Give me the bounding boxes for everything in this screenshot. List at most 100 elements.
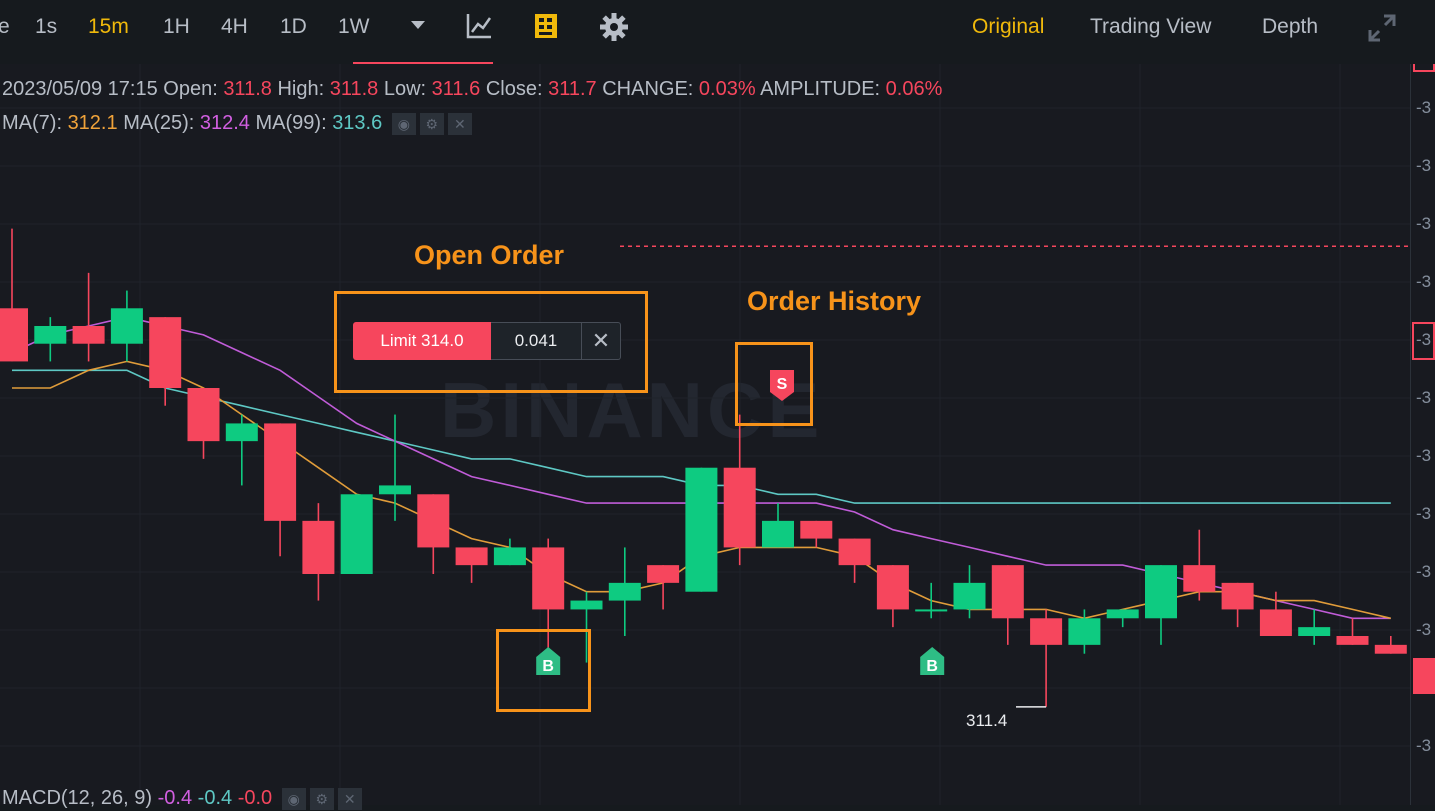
candle-body[interactable] (1374, 644, 1407, 654)
candle-body[interactable] (1336, 636, 1369, 645)
candle-body[interactable] (685, 467, 718, 592)
cancel-order-button[interactable]: ✕ (582, 322, 621, 360)
candle-body[interactable] (800, 520, 833, 539)
candle-body[interactable] (493, 547, 526, 566)
candle-body[interactable] (647, 565, 680, 583)
ohlc-high-label: High: (277, 78, 325, 100)
candle-body[interactable] (1259, 609, 1292, 636)
ohlc-change-label: CHANGE: (602, 78, 694, 100)
candle-body[interactable] (1221, 582, 1254, 610)
open-order-chip[interactable]: Limit 314.0 0.041 ✕ (353, 322, 621, 360)
candle-body[interactable] (149, 317, 182, 388)
candle-body[interactable] (1030, 618, 1063, 645)
axis-tick-label: -3 (1416, 446, 1432, 465)
gear-icon[interactable]: ⚙ (309, 787, 334, 810)
axis-tick-label: -3 (1416, 736, 1432, 755)
ohlc-datetime: 2023/05/09 17:15 (2, 78, 158, 100)
order-quantity[interactable]: 0.041 (491, 322, 582, 360)
candle-body[interactable] (340, 494, 373, 574)
eye-icon[interactable]: ◉ (281, 787, 306, 810)
candle-body[interactable] (532, 547, 565, 610)
view-trading-view[interactable]: Trading View (1090, 15, 1212, 38)
ma99-label: MA(99): (255, 112, 327, 134)
candle-body[interactable] (0, 308, 28, 362)
candle-body[interactable] (1183, 565, 1216, 592)
close-icon[interactable]: ✕ (447, 112, 472, 135)
macd-label: MACD(12, 26, 9) (2, 787, 153, 809)
candle-body[interactable] (1145, 565, 1177, 619)
buy-marker[interactable]: B (536, 647, 561, 675)
interval-15m[interactable]: 15m (88, 15, 129, 38)
candle-body[interactable] (379, 485, 411, 495)
axis-tick-label: -3 (1416, 330, 1432, 349)
last-price-tag (1413, 658, 1435, 694)
candle-body[interactable] (110, 308, 143, 344)
axis-top-tag (1413, 64, 1435, 72)
ohlc-high: 311.8 (329, 78, 379, 100)
candle-body[interactable] (225, 423, 258, 442)
candle-body[interactable] (915, 609, 948, 612)
candle-body[interactable] (1106, 609, 1139, 619)
candle-body[interactable] (608, 582, 641, 601)
ma25-value: 312.4 (199, 112, 250, 134)
ohlc-close: 311.7 (548, 78, 597, 100)
candle-body[interactable] (991, 565, 1024, 619)
candle-body[interactable] (264, 423, 297, 521)
highlight-open-order (334, 291, 648, 393)
chart-toolbar: e 1s 15m 1H 4H 1D 1W Original Trading Vi… (0, 0, 1435, 66)
axis-tick-label: -3 (1416, 98, 1432, 117)
interval-1h[interactable]: 1H (163, 15, 190, 38)
order-limit-price[interactable]: Limit 314.0 (353, 322, 491, 360)
sell-marker-label: S (777, 376, 788, 393)
ohlc-low: 311.6 (431, 78, 481, 100)
ohlc-low-label: Low: (383, 78, 427, 100)
ohlc-open: 311.8 (223, 78, 272, 100)
interval-1d[interactable]: 1D (280, 15, 307, 38)
chevron-down-icon[interactable] (409, 18, 427, 32)
candlestick-chart[interactable]: S B B (0, 0, 1410, 805)
close-icon[interactable]: ✕ (337, 787, 362, 810)
view-original[interactable]: Original (972, 15, 1045, 38)
candle-body[interactable] (187, 388, 220, 442)
gear-icon[interactable]: ⚙ (419, 112, 444, 135)
ohlc-amplitude-label: AMPLITUDE: (760, 78, 881, 100)
axis-tick-label: -3 (1416, 620, 1432, 639)
indicator-icon[interactable] (465, 12, 493, 40)
candle-body[interactable] (1068, 618, 1101, 645)
gear-icon[interactable] (599, 12, 629, 42)
annotation-order-history: Order History (747, 286, 922, 316)
candle-body[interactable] (953, 582, 986, 610)
axis-tick-label: -3 (1416, 388, 1432, 407)
buy-marker-label: B (542, 658, 554, 675)
ohlc-open-label: Open: (163, 78, 218, 100)
watermark-logo: BINANCE (440, 366, 824, 454)
candle-body[interactable] (762, 520, 794, 548)
interval-4h[interactable]: 4H (221, 15, 248, 38)
candle-body[interactable] (455, 547, 488, 566)
eye-icon[interactable]: ◉ (391, 112, 416, 135)
candle-body[interactable] (1298, 627, 1331, 636)
ohlc-info: 2023/05/09 17:15 Open: 311.8 High: 311.8… (2, 76, 942, 102)
ma-info: MA(7): 312.1 MA(25): 312.4 MA(99): 313.6… (2, 110, 472, 136)
candle-body[interactable] (723, 467, 756, 548)
interval-1s[interactable]: 1s (35, 15, 58, 38)
ma99-value: 313.6 (332, 112, 383, 134)
view-depth[interactable]: Depth (1262, 15, 1319, 38)
interval-1w[interactable]: 1W (338, 15, 370, 38)
candle-body[interactable] (876, 565, 909, 610)
layout-icon[interactable] (533, 12, 559, 40)
candle-body[interactable] (838, 538, 871, 566)
buy-marker[interactable]: B (920, 647, 945, 675)
sell-marker[interactable]: S (770, 370, 794, 401)
low-price-label: 311.4 (966, 711, 1008, 730)
fullscreen-icon[interactable] (1367, 13, 1397, 43)
interval-partial[interactable]: e (0, 15, 10, 38)
ma7-label: MA(7): (2, 112, 62, 134)
candle-body[interactable] (570, 600, 603, 610)
candle-body[interactable] (417, 494, 450, 548)
candle-body[interactable] (302, 520, 335, 574)
candle-body[interactable] (72, 326, 105, 344)
macd-value-2: -0.4 (197, 787, 233, 809)
candle-body[interactable] (34, 326, 67, 344)
highlight-order-history (735, 342, 813, 426)
